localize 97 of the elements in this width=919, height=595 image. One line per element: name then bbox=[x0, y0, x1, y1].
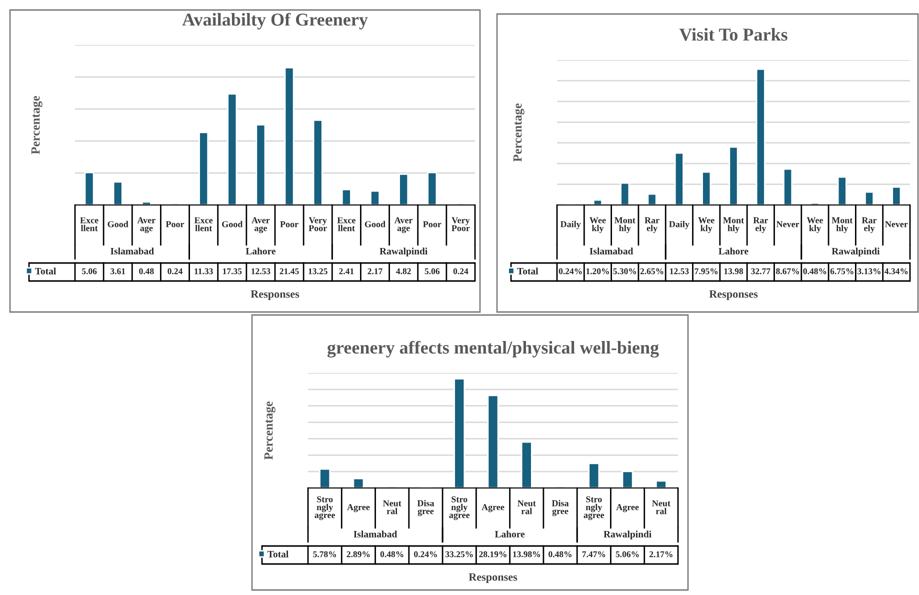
data-label: 2.17% bbox=[650, 551, 672, 558]
x-tick-label: Strongly agree bbox=[449, 496, 470, 520]
data-label: 0.24% bbox=[414, 551, 437, 558]
data-label: 17.35 bbox=[223, 268, 242, 274]
data-label: 3.13% bbox=[858, 268, 880, 274]
x-tick-label: Strongly agree bbox=[584, 496, 604, 520]
y-axis-title: Percentage bbox=[31, 96, 42, 154]
data-label: 7.47% bbox=[582, 551, 606, 558]
x-tick-label: Excellent bbox=[337, 217, 356, 232]
data-label: 0.48% bbox=[548, 551, 572, 558]
x-tick-label: Average bbox=[252, 217, 270, 234]
x-tick-label: Weekly bbox=[590, 217, 606, 234]
x-tick-label: Never bbox=[776, 221, 800, 228]
x-tick-label: Agree bbox=[616, 504, 639, 512]
data-label: 5.30% bbox=[613, 268, 636, 274]
chart-title: Visit To Parks bbox=[679, 28, 788, 41]
text: Lahore bbox=[246, 248, 276, 254]
x-tick-label: Never bbox=[885, 221, 908, 228]
data-label: 0.48% bbox=[380, 551, 404, 558]
data-label: 21.45 bbox=[280, 268, 299, 274]
data-label: 8.67% bbox=[776, 268, 800, 274]
text: Lahore bbox=[718, 248, 748, 254]
data-label: 4.82 bbox=[396, 268, 411, 274]
x-tick-label: Rarely bbox=[862, 217, 877, 234]
text: Islamabad bbox=[354, 530, 398, 538]
data-label: 12.53 bbox=[670, 268, 689, 274]
x-tick-label: Weekly bbox=[698, 217, 714, 234]
x-tick-label: Neutral bbox=[652, 500, 670, 514]
data-label: 13.98 bbox=[724, 268, 744, 274]
text: Lahore bbox=[494, 530, 525, 538]
text: Rawalpindi bbox=[380, 248, 428, 256]
chart-title: greenery affects mental/physical well-bieng bbox=[327, 340, 659, 358]
x-tick-label: Disagree bbox=[417, 500, 434, 516]
chart-title: Availabilty Of Greenery bbox=[182, 12, 368, 30]
x-tick-label: Neutral bbox=[382, 500, 402, 514]
x-tick-label: Very Poor bbox=[308, 217, 327, 232]
x-tick-label: Rarely bbox=[644, 217, 660, 234]
data-label: 33.25% bbox=[445, 551, 473, 558]
x-tick-label: Monthly bbox=[723, 217, 744, 234]
data-label: 2.41 bbox=[339, 268, 354, 274]
x-tick-label: Good bbox=[108, 220, 128, 228]
x-tick-label: Average bbox=[137, 217, 156, 234]
data-label: 32.77 bbox=[751, 268, 770, 274]
legend-label: Total bbox=[517, 268, 538, 274]
data-label: 1.20% bbox=[586, 268, 609, 274]
x-axis-title: Responses bbox=[709, 290, 758, 300]
text: Islamabad bbox=[110, 248, 154, 254]
x-tick-label: Daily bbox=[669, 220, 690, 230]
x-tick-label: Poor bbox=[280, 221, 298, 228]
data-label: 2.89% bbox=[346, 551, 370, 558]
data-label: 0.24% bbox=[558, 268, 582, 274]
x-tick-label: Disagree bbox=[552, 500, 569, 516]
x-tick-label: Strongly agree bbox=[314, 496, 336, 520]
x-axis-title: Responses bbox=[250, 290, 300, 300]
x-axis-title: Responses bbox=[468, 573, 518, 584]
x-tick-label: Excellent bbox=[80, 217, 98, 232]
data-label: 13.25 bbox=[308, 268, 328, 274]
x-tick-label: Monthly bbox=[614, 217, 636, 234]
data-label: 5.78% bbox=[313, 551, 336, 558]
x-tick-label: Agree bbox=[347, 504, 370, 512]
x-tick-label: Good bbox=[364, 220, 386, 228]
legend-label: Total bbox=[35, 268, 56, 274]
x-tick-label: Neutral bbox=[518, 500, 536, 514]
x-tick-label: Monthly bbox=[832, 217, 853, 234]
data-label: 7.95% bbox=[694, 268, 718, 274]
data-label: 5.06 bbox=[424, 268, 440, 274]
data-label: 2.17 bbox=[368, 268, 382, 274]
data-label: 3.61 bbox=[110, 268, 126, 274]
x-tick-label: Weekly bbox=[806, 217, 823, 234]
x-tick-label: Average bbox=[394, 217, 413, 234]
x-tick-label: Daily bbox=[560, 220, 581, 230]
data-label: 4.34% bbox=[884, 268, 908, 274]
y-axis-title: Percentage bbox=[264, 401, 276, 460]
text: Rawalpindi bbox=[604, 530, 652, 540]
y-axis-title: Percentage bbox=[513, 103, 524, 162]
x-tick-label: Rarely bbox=[753, 217, 768, 234]
text: Rawalpindi bbox=[832, 248, 880, 256]
data-label: 0.24 bbox=[453, 268, 468, 274]
data-label: 0.48 bbox=[139, 268, 154, 274]
data-label: 2.65% bbox=[640, 268, 664, 274]
x-tick-label: Poor bbox=[166, 221, 184, 228]
data-label: 28.19% bbox=[479, 551, 506, 558]
data-label: 5.06% bbox=[616, 551, 639, 558]
x-tick-label: Very Poor bbox=[452, 217, 470, 232]
data-label: 12.53 bbox=[252, 268, 270, 274]
x-tick-label: Good bbox=[222, 220, 243, 228]
data-label: 0.24 bbox=[168, 268, 182, 274]
data-label: 5.06 bbox=[82, 268, 97, 274]
data-label: 11.33 bbox=[194, 268, 213, 274]
data-label: 13.98% bbox=[513, 551, 540, 558]
legend-label: Total bbox=[268, 550, 288, 558]
x-tick-label: Excellent bbox=[194, 217, 213, 232]
data-label: 0.48% bbox=[803, 268, 826, 274]
x-tick-label: Agree bbox=[482, 504, 504, 512]
data-label: 6.75% bbox=[830, 268, 854, 274]
x-tick-label: Poor bbox=[423, 221, 442, 228]
text: Islamabad bbox=[590, 248, 634, 254]
